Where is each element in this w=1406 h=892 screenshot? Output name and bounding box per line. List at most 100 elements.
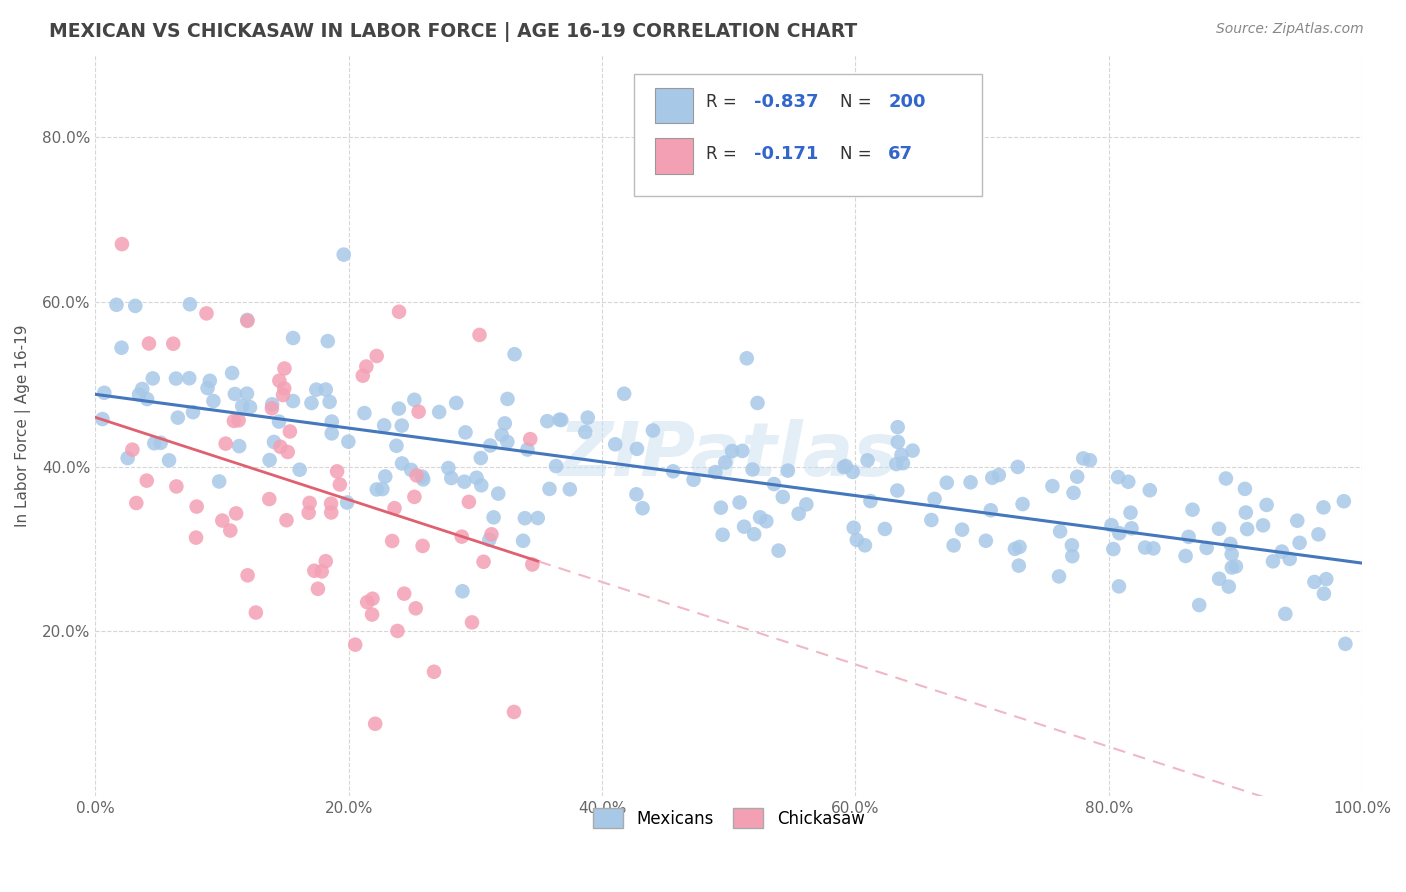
Point [404, 392, 426, 407]
Point [93, 385, 115, 400]
Point [1188, 598, 1211, 612]
Point [211, 514, 233, 528]
Point [1119, 506, 1142, 520]
Text: -0.837: -0.837 [754, 93, 818, 111]
Point [1071, 451, 1094, 466]
Point [179, 297, 201, 311]
Point [890, 448, 912, 462]
Point [886, 420, 908, 434]
Point [519, 432, 541, 446]
Point [1108, 579, 1130, 593]
Point [165, 371, 187, 385]
Point [356, 359, 378, 374]
Point [404, 490, 426, 504]
Point [278, 425, 301, 439]
Point [277, 445, 299, 459]
Point [1142, 541, 1164, 556]
Point [544, 459, 567, 474]
Text: 200: 200 [889, 93, 925, 111]
Point [845, 533, 868, 547]
Point [344, 638, 367, 652]
Point [950, 523, 973, 537]
Point [901, 443, 924, 458]
Point [125, 496, 148, 510]
Point [605, 437, 627, 451]
Point [267, 415, 290, 429]
Point [195, 306, 218, 320]
Point [451, 584, 474, 599]
Point [259, 453, 281, 467]
Point [388, 304, 411, 318]
Point [225, 507, 247, 521]
Point [704, 465, 727, 479]
Point [457, 495, 479, 509]
Point [1334, 637, 1357, 651]
Point [1066, 469, 1088, 483]
Point [1133, 541, 1156, 555]
Point [110, 341, 132, 355]
Point [974, 533, 997, 548]
Point [412, 472, 434, 486]
Text: N =: N = [841, 145, 872, 162]
Point [304, 564, 326, 578]
Point [491, 428, 513, 442]
Point [385, 439, 408, 453]
Point [221, 366, 243, 380]
Point [391, 418, 413, 433]
Point [503, 705, 526, 719]
Point [450, 530, 472, 544]
Point [776, 464, 799, 478]
Point [1107, 470, 1129, 484]
Point [315, 554, 337, 568]
Point [388, 401, 411, 416]
Point [1251, 518, 1274, 533]
Point [374, 469, 396, 483]
Point [920, 513, 942, 527]
Point [613, 386, 636, 401]
Point [1047, 569, 1070, 583]
Point [1236, 522, 1258, 536]
Point [935, 475, 957, 490]
Point [165, 479, 187, 493]
Point [329, 477, 352, 491]
Point [440, 471, 463, 485]
Point [167, 410, 190, 425]
FancyBboxPatch shape [655, 138, 693, 174]
Point [470, 478, 492, 492]
Point [796, 497, 818, 511]
Point [891, 456, 914, 470]
Point [236, 314, 259, 328]
Point [423, 665, 446, 679]
Point [733, 519, 755, 533]
Point [1102, 542, 1125, 557]
Point [763, 477, 786, 491]
Point [281, 331, 304, 345]
Point [1208, 572, 1230, 586]
Point [1177, 530, 1199, 544]
Point [228, 413, 250, 427]
Point [371, 482, 394, 496]
Text: R =: R = [706, 93, 737, 111]
Point [1220, 547, 1243, 561]
Point [747, 396, 769, 410]
Point [208, 475, 231, 489]
Point [887, 435, 910, 450]
Point [1174, 549, 1197, 563]
Y-axis label: In Labor Force | Age 16-19: In Labor Force | Age 16-19 [15, 325, 31, 527]
Point [361, 607, 384, 622]
Point [444, 396, 467, 410]
Point [124, 299, 146, 313]
Text: -0.171: -0.171 [754, 145, 818, 162]
Point [749, 510, 772, 524]
Point [768, 543, 790, 558]
Point [538, 482, 561, 496]
Point [245, 606, 267, 620]
Point [236, 568, 259, 582]
Text: ZIPatlas: ZIPatlas [558, 418, 898, 491]
Point [711, 527, 734, 541]
Point [1286, 514, 1309, 528]
Point [298, 496, 321, 510]
Point [231, 399, 253, 413]
Point [856, 453, 879, 467]
Point [427, 405, 450, 419]
